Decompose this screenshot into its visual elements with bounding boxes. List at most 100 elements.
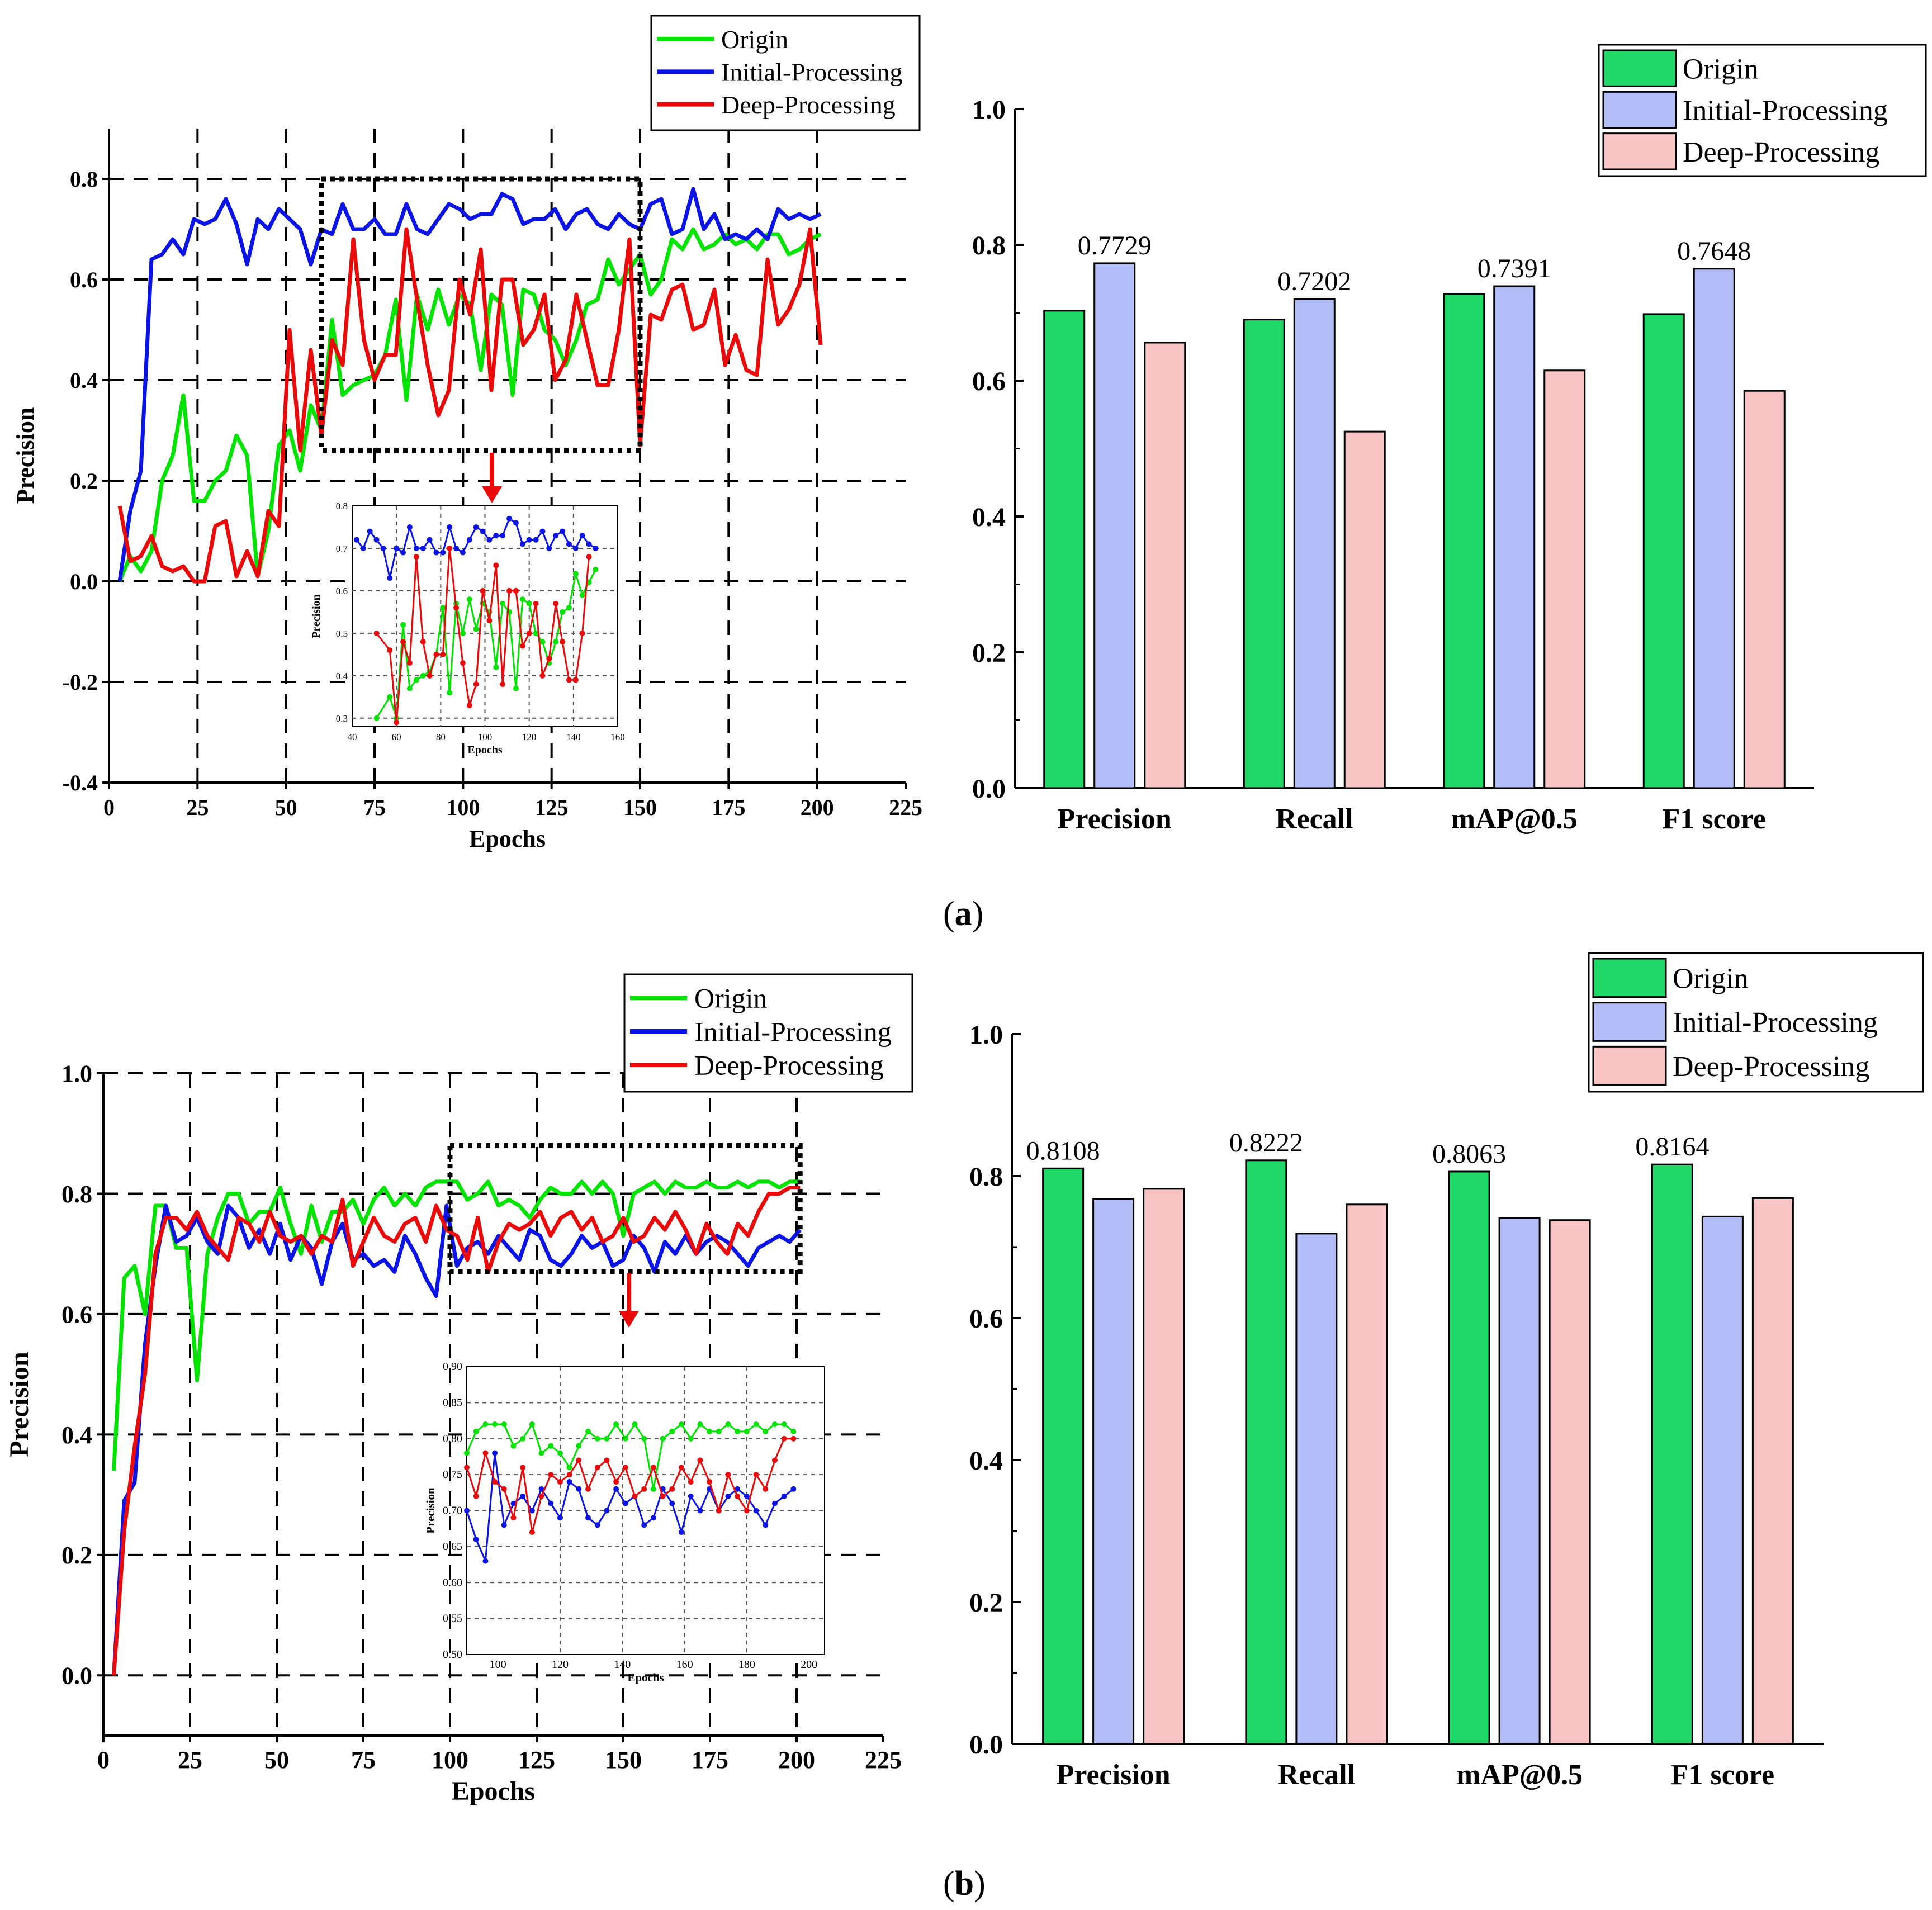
inset-point-origin <box>460 630 466 636</box>
x-tick-label: 0 <box>97 1746 110 1774</box>
inset-point-initial-processing <box>585 1515 591 1521</box>
inset-y-tick-label: 0.6 <box>336 586 348 596</box>
inset-point-origin <box>716 1428 722 1434</box>
y-tick-label: 0.2 <box>61 1542 92 1569</box>
series-line-deep-processing <box>112 1186 801 1676</box>
bar-value-label: 0.8108 <box>1026 1136 1100 1165</box>
zoom-box <box>447 1143 803 1274</box>
inset-point-origin <box>519 596 525 603</box>
x-tick-label: 150 <box>623 795 657 820</box>
inset-point-initial-processing <box>593 545 599 551</box>
legend-label-deep-processing: Deep-Processing <box>721 91 896 119</box>
inset-point-deep-processing <box>506 587 513 594</box>
inset-point-origin <box>553 639 559 645</box>
inset-point-origin <box>697 1421 703 1427</box>
inset-y-tick-label: 0.85 <box>443 1396 462 1409</box>
inset-point-origin <box>492 1421 498 1427</box>
y-tick-label: 1.0 <box>969 1020 1003 1050</box>
inset-point-initial-processing <box>529 1508 535 1514</box>
x-tick-label: 200 <box>778 1746 815 1774</box>
inset-point-initial-processing <box>482 1558 489 1564</box>
inset-point-origin <box>466 596 472 603</box>
inset-point-deep-processing <box>480 587 486 594</box>
inset-point-deep-processing <box>716 1508 722 1514</box>
inset-point-deep-processing <box>753 1472 759 1478</box>
inset-point-deep-processing <box>546 656 552 662</box>
inset-point-initial-processing <box>520 1493 526 1499</box>
bar-deep-processing-recall <box>1346 1203 1388 1745</box>
inset-point-origin <box>566 605 572 611</box>
inset-point-origin <box>413 677 419 683</box>
inset-point-deep-processing <box>725 1472 731 1478</box>
inset-point-initial-processing <box>604 1508 610 1514</box>
bar-deep-processing-f1-score <box>1743 390 1786 789</box>
inset-point-deep-processing <box>566 1472 572 1478</box>
inset-point-initial-processing <box>771 1500 778 1506</box>
inset-point-initial-processing <box>594 1522 600 1528</box>
legend-swatch-deep-processing <box>1592 1045 1667 1086</box>
category-label-map-0-5: mAP@0.5 <box>1451 803 1578 835</box>
inset-x-tick-label: 40 <box>348 732 357 742</box>
inset-x-tick-label: 140 <box>614 1658 631 1671</box>
y-tick-label: 0.8 <box>972 231 1006 260</box>
inset-point-deep-processing <box>744 1508 750 1514</box>
inset-point-deep-processing <box>413 554 419 560</box>
legend-label-initial-processing: Initial-Processing <box>1673 1007 1878 1039</box>
inset-point-deep-processing <box>387 647 393 653</box>
caption-b-letter: b <box>954 1865 974 1903</box>
inset-y-axis-label: Precision <box>424 1487 437 1534</box>
inset-point-initial-processing <box>725 1493 731 1499</box>
inset-point-deep-processing <box>688 1479 694 1485</box>
y-tick-label: 0.6 <box>61 1301 92 1328</box>
inset-point-initial-processing <box>360 545 366 551</box>
inset-point-origin <box>593 566 599 572</box>
caption-a-open: ( <box>943 895 955 933</box>
inset-point-origin <box>622 1435 628 1442</box>
inset-point-initial-processing <box>744 1493 750 1499</box>
bar-initial-processing-f1-score <box>1693 268 1735 789</box>
x-tick-label: 0 <box>103 795 115 820</box>
y-tick-label: -0.2 <box>63 670 98 695</box>
inset-y-tick-label: 0.7 <box>336 543 348 554</box>
inset-point-deep-processing <box>526 630 532 636</box>
inset-x-tick-label: 160 <box>610 732 625 742</box>
x-axis-label: Epochs <box>452 1776 535 1806</box>
inset-y-tick-label: 0.4 <box>336 671 348 681</box>
inset-point-origin <box>763 1428 769 1434</box>
inset-point-deep-processing <box>486 618 493 624</box>
y-tick-label: 0.0 <box>972 774 1006 804</box>
inset-point-deep-processing <box>473 1493 479 1499</box>
inset-point-initial-processing <box>539 528 546 534</box>
inset-point-initial-processing <box>492 1450 498 1456</box>
inset-x-tick-label: 60 <box>392 732 401 742</box>
bar-deep-processing-map-0-5 <box>1549 1219 1591 1745</box>
inset-point-deep-processing <box>604 1457 610 1463</box>
bar-initial-processing-map-0-5 <box>1493 285 1536 789</box>
inset-y-tick-label: 0.90 <box>443 1361 462 1373</box>
inset-point-initial-processing <box>427 537 433 543</box>
bar-value-label: 0.8164 <box>1635 1132 1709 1162</box>
inset-point-origin <box>725 1421 731 1427</box>
inset-point-origin <box>660 1435 666 1442</box>
inset-point-origin <box>501 1421 507 1427</box>
inset-point-deep-processing <box>632 1493 638 1499</box>
y-tick-label: 0.2 <box>969 1588 1003 1618</box>
inset-point-initial-processing <box>697 1508 703 1514</box>
inset-x-tick-label: 100 <box>478 732 493 742</box>
series-line-initial-processing <box>117 187 822 582</box>
bar-origin-map-0-5 <box>1448 1170 1490 1745</box>
inset-point-origin <box>529 1421 535 1427</box>
inset-point-deep-processing <box>533 600 539 606</box>
inset-point-deep-processing <box>622 1465 628 1471</box>
inset-point-initial-processing <box>533 537 539 543</box>
inset-y-tick-label: 0.8 <box>336 501 348 511</box>
inset-point-origin <box>572 571 579 577</box>
legend-label-deep-processing: Deep-Processing <box>694 1050 884 1081</box>
inset-point-origin <box>560 609 566 615</box>
inset-point-origin <box>557 1450 563 1456</box>
x-tick-label: 50 <box>275 795 297 820</box>
inset-point-initial-processing <box>553 533 559 539</box>
inset-point-deep-processing <box>519 643 525 649</box>
inset-y-tick-label: 0.80 <box>443 1433 462 1445</box>
inset-x-tick-label: 160 <box>676 1658 693 1671</box>
